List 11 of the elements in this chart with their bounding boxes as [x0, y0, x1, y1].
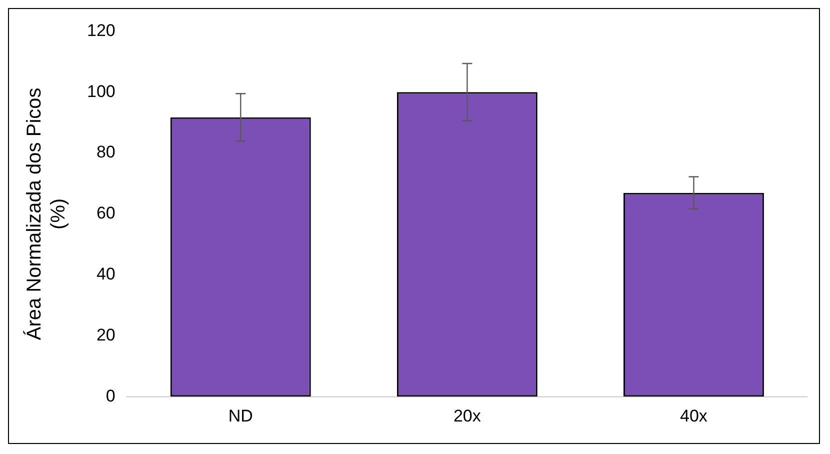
- y-axis-title: Área Normalizada dos Picos (%): [22, 88, 70, 340]
- y-tick-label: 100: [86, 82, 116, 101]
- y-tick-label: 80: [96, 142, 116, 162]
- y-tick-label: 40: [96, 264, 116, 284]
- y-tick-label: 20: [96, 325, 116, 344]
- x-tick-label: ND: [228, 406, 253, 426]
- y-tick-label: 60: [96, 204, 116, 223]
- y-tick-label: 0: [106, 386, 116, 406]
- y-tick-label: 120: [86, 20, 116, 40]
- x-tick-label: 40x: [680, 406, 708, 426]
- x-tick-label: 20x: [453, 406, 482, 426]
